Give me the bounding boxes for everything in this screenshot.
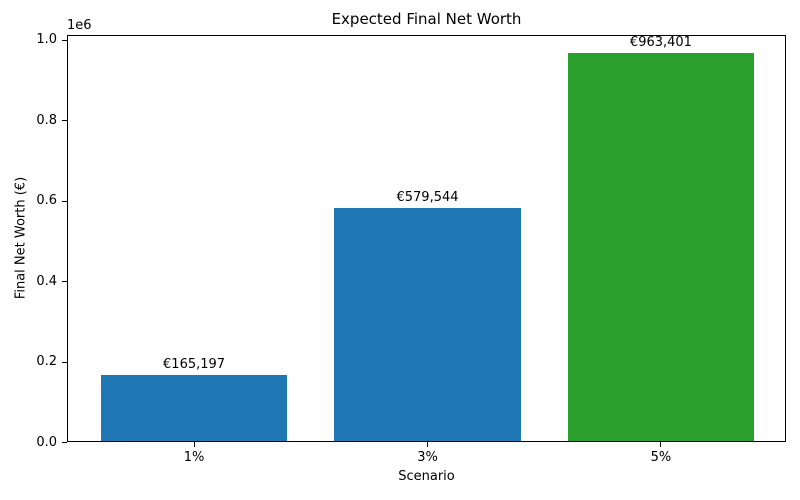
x-tick-label: 1%	[183, 450, 205, 465]
bar-value-label: €165,197	[163, 356, 226, 372]
chart-title: Expected Final Net Worth	[331, 10, 522, 28]
bar-value-label: €579,544	[396, 189, 459, 205]
y-axis-offset-label: 1e6	[67, 18, 92, 33]
y-tick-mark	[62, 39, 67, 41]
y-tick-label: 0.0	[36, 434, 57, 450]
y-tick-mark	[62, 442, 67, 443]
x-axis-label: Scenario	[398, 469, 455, 484]
x-tick-mark	[193, 442, 195, 447]
x-tick-label: 3%	[417, 450, 438, 465]
y-tick-label: 0.8	[36, 112, 57, 128]
y-tick-label: 0.4	[36, 273, 57, 289]
bar	[567, 53, 755, 441]
bar-value-label: €963,401	[629, 35, 692, 51]
y-tick-mark	[62, 120, 67, 122]
x-tick-mark	[660, 442, 662, 447]
y-tick-mark	[62, 361, 67, 363]
y-tick-mark	[62, 200, 67, 202]
y-tick-label: 0.6	[36, 193, 57, 209]
x-tick-mark	[427, 442, 428, 447]
bar	[100, 374, 288, 441]
x-tick-label: 5%	[650, 450, 672, 465]
y-tick-label: 1.0	[36, 32, 57, 48]
y-tick-mark	[62, 281, 67, 283]
y-tick-label: 0.2	[36, 354, 57, 370]
plot-area: 0.0 0.2 0.4 0.6 0.8 1.0 €165,197 1% €579,544 3% €9…	[36, 32, 786, 465]
bar	[334, 207, 521, 441]
